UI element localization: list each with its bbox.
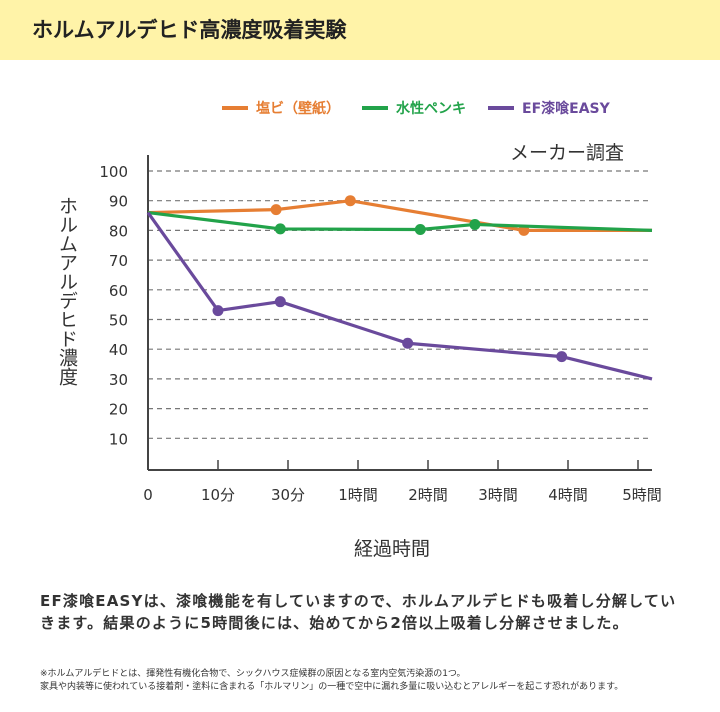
data-point — [402, 337, 414, 349]
legend-item-2: EF漆喰EASY — [488, 98, 610, 118]
x-tick-label: 3時間 — [478, 486, 518, 504]
data-point — [270, 204, 282, 216]
y-tick-label: 20 — [109, 401, 128, 419]
y-tick-label: 70 — [109, 252, 128, 270]
data-point — [274, 296, 286, 308]
source-label: メーカー調査 — [510, 142, 625, 164]
y-tick-label: 80 — [109, 222, 128, 240]
page-title: ホルムアルデヒド高濃度吸着実験 — [32, 18, 347, 42]
y-tick-label: 90 — [109, 193, 128, 211]
x-tick-label: 4時間 — [548, 486, 588, 504]
y-tick-label: 100 — [99, 163, 128, 181]
description: EF漆喰EASYは、漆喰機能を有していますので、ホルムアルデヒドも吸着し分解して… — [40, 592, 677, 632]
legend-item-1: 水性ペンキ — [362, 98, 466, 118]
x-tick-label: 2時間 — [408, 486, 448, 504]
legend-swatch — [222, 106, 248, 110]
legend-swatch — [362, 106, 388, 110]
data-point — [556, 351, 568, 363]
legend-label: 水性ペンキ — [396, 101, 466, 117]
chart-legend: 塩ビ（壁紙） 水性ペンキ EF漆喰EASY — [222, 98, 610, 118]
series-line-2 — [146, 211, 653, 381]
y-tick-label: 30 — [109, 371, 128, 389]
y-tick-label: 60 — [109, 282, 128, 300]
y-axis-label: ホルムアルデヒド濃度 — [56, 196, 78, 386]
data-point — [469, 218, 481, 230]
legend-swatch — [488, 106, 514, 110]
x-tick-label: 10分 — [201, 486, 235, 504]
x-axis-label: 経過時間 — [354, 538, 431, 560]
data-point — [212, 305, 224, 317]
legend-item-0: 塩ビ（壁紙） — [222, 98, 340, 118]
title-banner — [0, 0, 720, 60]
legend-label: 塩ビ（壁紙） — [256, 101, 340, 117]
y-tick-label: 10 — [109, 430, 128, 448]
y-tick-label: 50 — [109, 312, 128, 330]
x-tick-label: 30分 — [271, 486, 305, 504]
data-point — [274, 223, 286, 235]
y-tick-label: 40 — [109, 341, 128, 359]
data-point — [344, 195, 356, 207]
x-tick-label: 0 — [143, 486, 153, 504]
series-line-0 — [147, 199, 652, 232]
footnote: ※ホルムアルデヒドとは、揮発性有機化合物で、シックハウス症候群の原因となる室内空… — [40, 669, 624, 692]
data-point — [414, 224, 426, 236]
x-tick-label: 1時間 — [338, 486, 378, 504]
series-line-1 — [147, 210, 653, 232]
x-tick-label: 5時間 — [622, 486, 662, 504]
legend-label: EF漆喰EASY — [522, 101, 610, 117]
